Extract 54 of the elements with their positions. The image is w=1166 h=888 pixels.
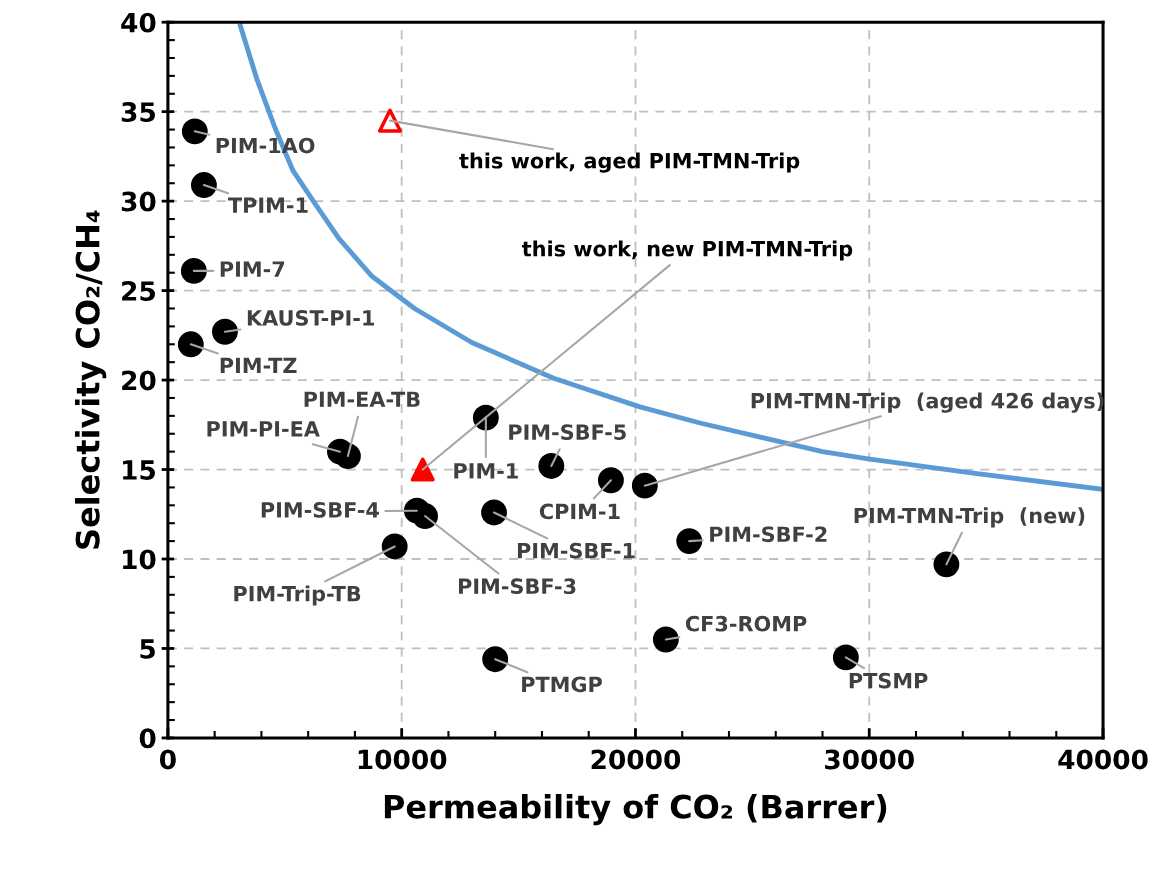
x-tick-label: 0 (159, 749, 176, 770)
annotation: PTMGP (522, 676, 602, 693)
annotation: PIM-SBF-1 (517, 542, 635, 559)
point (482, 646, 509, 673)
x-tick-label: 10000 (358, 749, 447, 770)
point (832, 644, 859, 671)
y-tick-label: 35 (121, 102, 155, 123)
y-tick-label: 5 (140, 639, 155, 659)
point (381, 533, 408, 560)
y-tick-label: 15 (123, 460, 155, 480)
point (597, 467, 624, 494)
point (412, 503, 438, 529)
y-tick-label: 40 (121, 12, 156, 33)
annotation: PIM-TMN-Trip (new) (854, 507, 1085, 528)
point (481, 499, 507, 526)
annotation: PIM-TZ (220, 357, 297, 374)
point (933, 551, 960, 578)
point (180, 257, 207, 284)
point (377, 108, 403, 133)
y-tick-label: 25 (122, 281, 155, 301)
point (212, 318, 238, 345)
annotation: CPIM-1 (539, 503, 620, 520)
point (190, 172, 217, 198)
y-tick-label: 20 (122, 370, 156, 391)
annotation: TPIM-1 (228, 197, 308, 213)
annotation: PIM-EA-TB (304, 391, 420, 407)
annotation: PIM-SBF-3 (458, 578, 576, 595)
annotation: KAUST-PI-1 (247, 310, 374, 326)
annotation: PIM-SBF-2 (710, 526, 827, 543)
point (410, 457, 435, 482)
annotation: this work, aged PIM-TMN-Trip (459, 152, 800, 173)
y-tick-label: 30 (121, 191, 156, 212)
x-axis-title: Permeability of CO₂ (Barrer) (384, 794, 887, 826)
y-tick-label: 0 (139, 728, 156, 749)
annotation: PIM-SBF-5 (509, 424, 626, 440)
annotation: PIM-1 (454, 463, 518, 479)
point (177, 331, 204, 358)
y-tick-label: 10 (123, 549, 156, 570)
point (652, 626, 679, 653)
annotation: PIM-SBF-4 (261, 501, 379, 518)
point (631, 472, 658, 499)
annotation: PIM-7 (220, 261, 285, 277)
annotation: this work, new PIM-TMN-Trip (522, 240, 853, 261)
x-tick-label: 30000 (825, 749, 914, 770)
annotation: PIM-Trip-TB (234, 585, 361, 606)
annotation: PIM-PI-EA (207, 421, 320, 437)
point (181, 118, 208, 145)
annotation: CF3-ROMP (685, 615, 807, 632)
x-tick-label: 40000 (1058, 749, 1148, 770)
annotation: PTSMP (849, 672, 928, 689)
y-axis-title: Selectivity CO₂/CH₄ (75, 210, 107, 549)
point (676, 528, 703, 555)
x-tick-label: 20000 (591, 749, 681, 770)
point (538, 453, 565, 479)
